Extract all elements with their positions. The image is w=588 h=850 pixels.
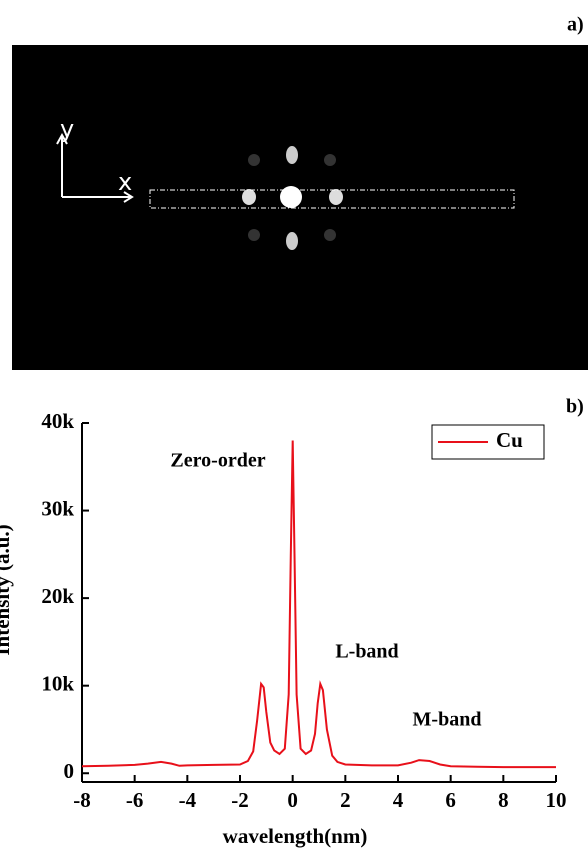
x-tick-label: -8 — [73, 788, 91, 812]
x-tick-label: 0 — [287, 788, 298, 812]
x-tick-label: 6 — [445, 788, 456, 812]
legend-label: Cu — [496, 428, 523, 452]
x-axis-title: wavelength(nm) — [223, 824, 368, 848]
diffraction-spots — [242, 146, 343, 250]
y-axis-title: Intensity (a.u.) — [0, 524, 14, 655]
data-line — [81, 440, 556, 769]
axis-arrows — [56, 132, 134, 203]
selection-box — [149, 189, 515, 209]
annotation: Zero-order — [170, 450, 265, 472]
y-tick-label: 30k — [41, 496, 74, 520]
y-tick-label: 40k — [41, 409, 74, 433]
x-tick-label: 10 — [546, 788, 567, 812]
x-tick-label: -4 — [179, 788, 197, 812]
x-tick-label: 2 — [340, 788, 351, 812]
y-tick-label: 20k — [41, 584, 74, 608]
axis-y-label: y — [60, 115, 74, 143]
panel-label: b) — [566, 396, 584, 418]
panel-label: a) — [567, 14, 584, 36]
x-tick-label: 8 — [498, 788, 509, 812]
x-tick-label: -6 — [126, 788, 144, 812]
y-tick-label: 10k — [41, 671, 74, 695]
annotation: M-band — [413, 709, 482, 731]
y-tick-label: 0 — [64, 759, 75, 783]
x-tick-label: 4 — [393, 788, 404, 812]
annotation: L-band — [335, 641, 398, 663]
axis-x-label: x — [118, 168, 132, 196]
x-tick-label: -2 — [231, 788, 249, 812]
